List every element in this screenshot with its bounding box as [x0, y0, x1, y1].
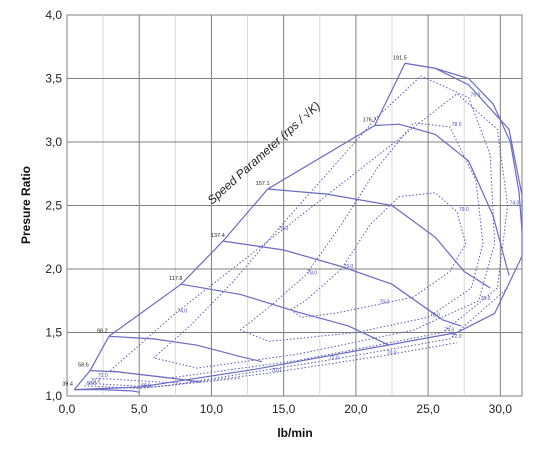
y-tick-label: 3,0: [45, 135, 62, 149]
efficiency-label: 72.0: [452, 334, 462, 340]
efficiency-label: 76.0: [278, 226, 288, 232]
y-tick-label: 4,0: [45, 8, 62, 22]
speed-line-label: 98.2: [97, 328, 108, 334]
surge-line: [73, 63, 406, 390]
efficiency-label: 79.0: [380, 300, 390, 306]
x-tick-label: 20,0: [344, 402, 368, 416]
y-axis-title: Presure Ratio: [19, 166, 33, 244]
x-tick-label: 30,0: [489, 402, 513, 416]
efficiency-label: 70.0: [271, 368, 281, 374]
y-tick-label: 2,0: [45, 262, 62, 276]
efficiency-island: [239, 122, 484, 342]
y-tick-label: 2,5: [45, 199, 62, 213]
y-tick-label: 3,5: [45, 72, 62, 86]
efficiency-label: 78.0: [430, 312, 440, 318]
speed-line: [90, 370, 202, 383]
efficiency-label: 68.0: [86, 381, 96, 387]
speed-line-label: 176.7: [363, 117, 377, 123]
x-tick-label: 0,0: [59, 402, 76, 416]
efficiency-island: [88, 342, 458, 388]
speed-line: [180, 283, 390, 346]
efficiency-label: 79.0: [459, 207, 469, 213]
x-tick-label: 25,0: [416, 402, 440, 416]
efficiency-label: 78.0: [307, 270, 317, 276]
speed-line-label: 191.5: [393, 55, 407, 61]
x-axis-title: lb/min: [277, 426, 312, 440]
efficiency-label: 70.0: [91, 378, 101, 384]
y-tick-label: 1,5: [45, 326, 62, 340]
speed-line-label: 157.1: [256, 181, 270, 187]
choke-boundary: [74, 62, 523, 391]
efficiency-island: [109, 93, 509, 379]
efficiency-label: 79.0: [343, 264, 353, 270]
efficiency-label: 74.0: [510, 201, 520, 207]
efficiency-label: 78.0: [452, 122, 462, 128]
efficiency-label: 74.0: [445, 328, 455, 334]
efficiency-island: [84, 377, 241, 389]
x-tick-label: 5,0: [131, 402, 148, 416]
speed-line-label: 58.6: [78, 363, 89, 369]
efficiency-label: 72.0: [329, 355, 339, 361]
speed-line: [222, 240, 462, 327]
speed-line: [108, 335, 263, 363]
x-tick-label: 15,0: [272, 402, 296, 416]
efficiency-label: 72.0: [98, 373, 108, 379]
speed-line-label: 39.4: [62, 382, 73, 388]
efficiency-island: [153, 75, 496, 369]
efficiency-label: 76.0: [481, 296, 491, 302]
y-tick-label: 1,0: [45, 389, 62, 403]
efficiency-label: 76.0: [471, 93, 481, 99]
efficiency-label: 70.0: [387, 350, 397, 356]
speed-line: [267, 188, 491, 289]
speed-line: [374, 123, 510, 276]
x-tick-label: 10,0: [200, 402, 224, 416]
efficiency-island: [290, 192, 467, 318]
speed-line-label: 137.4: [211, 233, 225, 239]
speed-line-label: 117.8: [169, 276, 182, 282]
efficiency-label: 74.0: [177, 308, 187, 314]
